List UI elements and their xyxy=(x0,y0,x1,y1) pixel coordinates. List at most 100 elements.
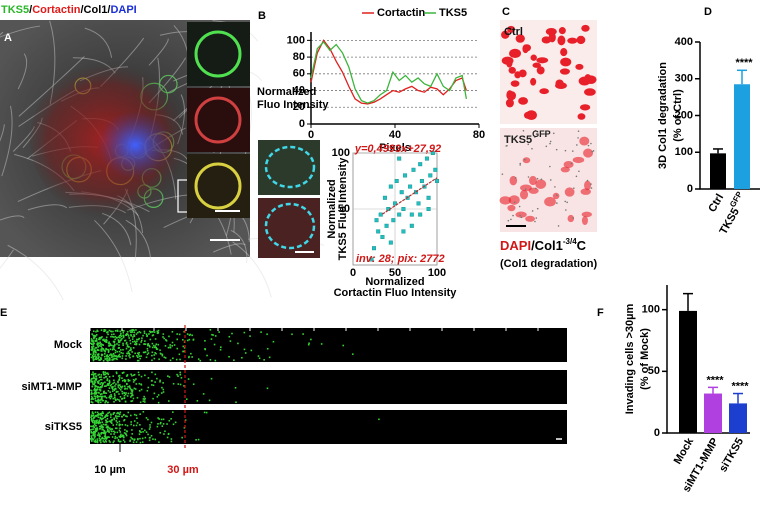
debris xyxy=(576,144,578,146)
scatter-point xyxy=(376,229,381,234)
cell-dot xyxy=(111,335,114,338)
cell-dot xyxy=(99,401,102,404)
cell-dot xyxy=(91,339,94,342)
debris xyxy=(578,170,580,173)
cell-dot xyxy=(113,341,116,344)
cell-dot xyxy=(112,441,115,444)
cell-dot xyxy=(131,389,134,391)
cell-dot xyxy=(94,381,96,383)
nucleus xyxy=(535,179,547,189)
cell-dot xyxy=(105,347,107,350)
cell-dot xyxy=(132,347,135,349)
cell-dot xyxy=(272,340,275,343)
debris xyxy=(544,133,546,135)
cell-dot xyxy=(107,383,109,385)
cell-dot xyxy=(133,334,135,336)
cell-dot xyxy=(92,334,95,337)
cell-dot xyxy=(98,419,101,422)
scatter-point xyxy=(424,156,429,161)
cell-dot xyxy=(157,343,160,346)
cell-dot xyxy=(117,381,119,384)
cell-dot xyxy=(171,341,174,344)
cell-dot xyxy=(114,343,116,346)
nucleus xyxy=(518,97,528,105)
cell-dot xyxy=(155,352,157,355)
cell-dot xyxy=(110,393,112,396)
cell-dot xyxy=(189,333,192,336)
cell-dot xyxy=(134,352,136,355)
cell-dot xyxy=(90,379,92,382)
cell-dot xyxy=(118,341,121,343)
cell-dot xyxy=(100,376,102,378)
cell-dot xyxy=(94,358,97,360)
y-axis-label: Normalized xyxy=(257,86,316,98)
cell-dot xyxy=(93,380,96,382)
cell-dot xyxy=(106,357,109,360)
cell-dot xyxy=(107,426,110,429)
debris xyxy=(564,149,567,152)
cell-dot xyxy=(125,342,128,345)
nucleus xyxy=(581,216,588,225)
cell-dot xyxy=(93,434,96,437)
cell-dot xyxy=(90,340,93,342)
cell-dot xyxy=(91,414,94,417)
cell-dot xyxy=(92,433,95,436)
cell-dot xyxy=(195,439,197,441)
debris xyxy=(557,225,560,227)
cell-dot xyxy=(351,353,354,355)
scatter-point xyxy=(388,184,393,189)
cell-dot xyxy=(108,431,110,434)
fiber xyxy=(7,244,64,301)
cell-dot xyxy=(151,371,153,374)
x-tick-label: siTKS5 xyxy=(717,436,746,474)
cell-dot xyxy=(102,428,104,431)
cell-dot xyxy=(99,416,101,419)
cell-dot xyxy=(136,340,138,343)
cell-dot xyxy=(140,383,142,386)
cell-dot xyxy=(122,342,124,345)
cell-dot xyxy=(126,352,128,355)
cell-dot xyxy=(130,373,132,376)
cell-dot xyxy=(166,423,168,425)
cell-dot xyxy=(100,329,103,331)
cell-dot xyxy=(107,355,110,358)
cell-dot xyxy=(130,388,132,391)
cell-dot xyxy=(163,356,166,359)
cell-dot xyxy=(97,386,99,388)
cell-dot xyxy=(133,335,136,337)
debris xyxy=(519,162,522,165)
cell-dot xyxy=(131,391,134,393)
cell-dot xyxy=(180,377,183,379)
cell-dot xyxy=(120,386,123,389)
cell-dot xyxy=(91,380,93,383)
debris xyxy=(549,142,551,145)
cell-dot xyxy=(99,383,101,385)
cell-dot xyxy=(111,436,114,438)
cell-dot xyxy=(102,432,105,434)
caption-part: /Col1 xyxy=(531,238,563,253)
scatter-point xyxy=(411,167,416,172)
cell-dot xyxy=(118,384,121,387)
cell-dot xyxy=(147,377,150,379)
cell-dot xyxy=(145,333,148,336)
cell-dot xyxy=(131,433,134,435)
cell-dot xyxy=(126,424,129,427)
cell-dot xyxy=(99,412,102,415)
cell-dot xyxy=(118,344,120,346)
cell-dot xyxy=(151,359,153,362)
cell-dot xyxy=(90,342,93,345)
cell-dot xyxy=(188,355,190,358)
nucleus xyxy=(514,71,521,79)
cell-dot xyxy=(106,401,109,404)
cell-dot xyxy=(191,356,193,358)
y-tick-label: 100 xyxy=(642,304,660,316)
cell-dot xyxy=(95,375,97,377)
cell-dot xyxy=(176,338,178,341)
cell-dot xyxy=(95,377,98,380)
cell-dot xyxy=(178,333,181,336)
panel-label: F xyxy=(597,307,604,319)
cell-dot xyxy=(109,343,111,345)
cell-dot xyxy=(106,378,109,380)
cell-dot xyxy=(100,348,102,351)
